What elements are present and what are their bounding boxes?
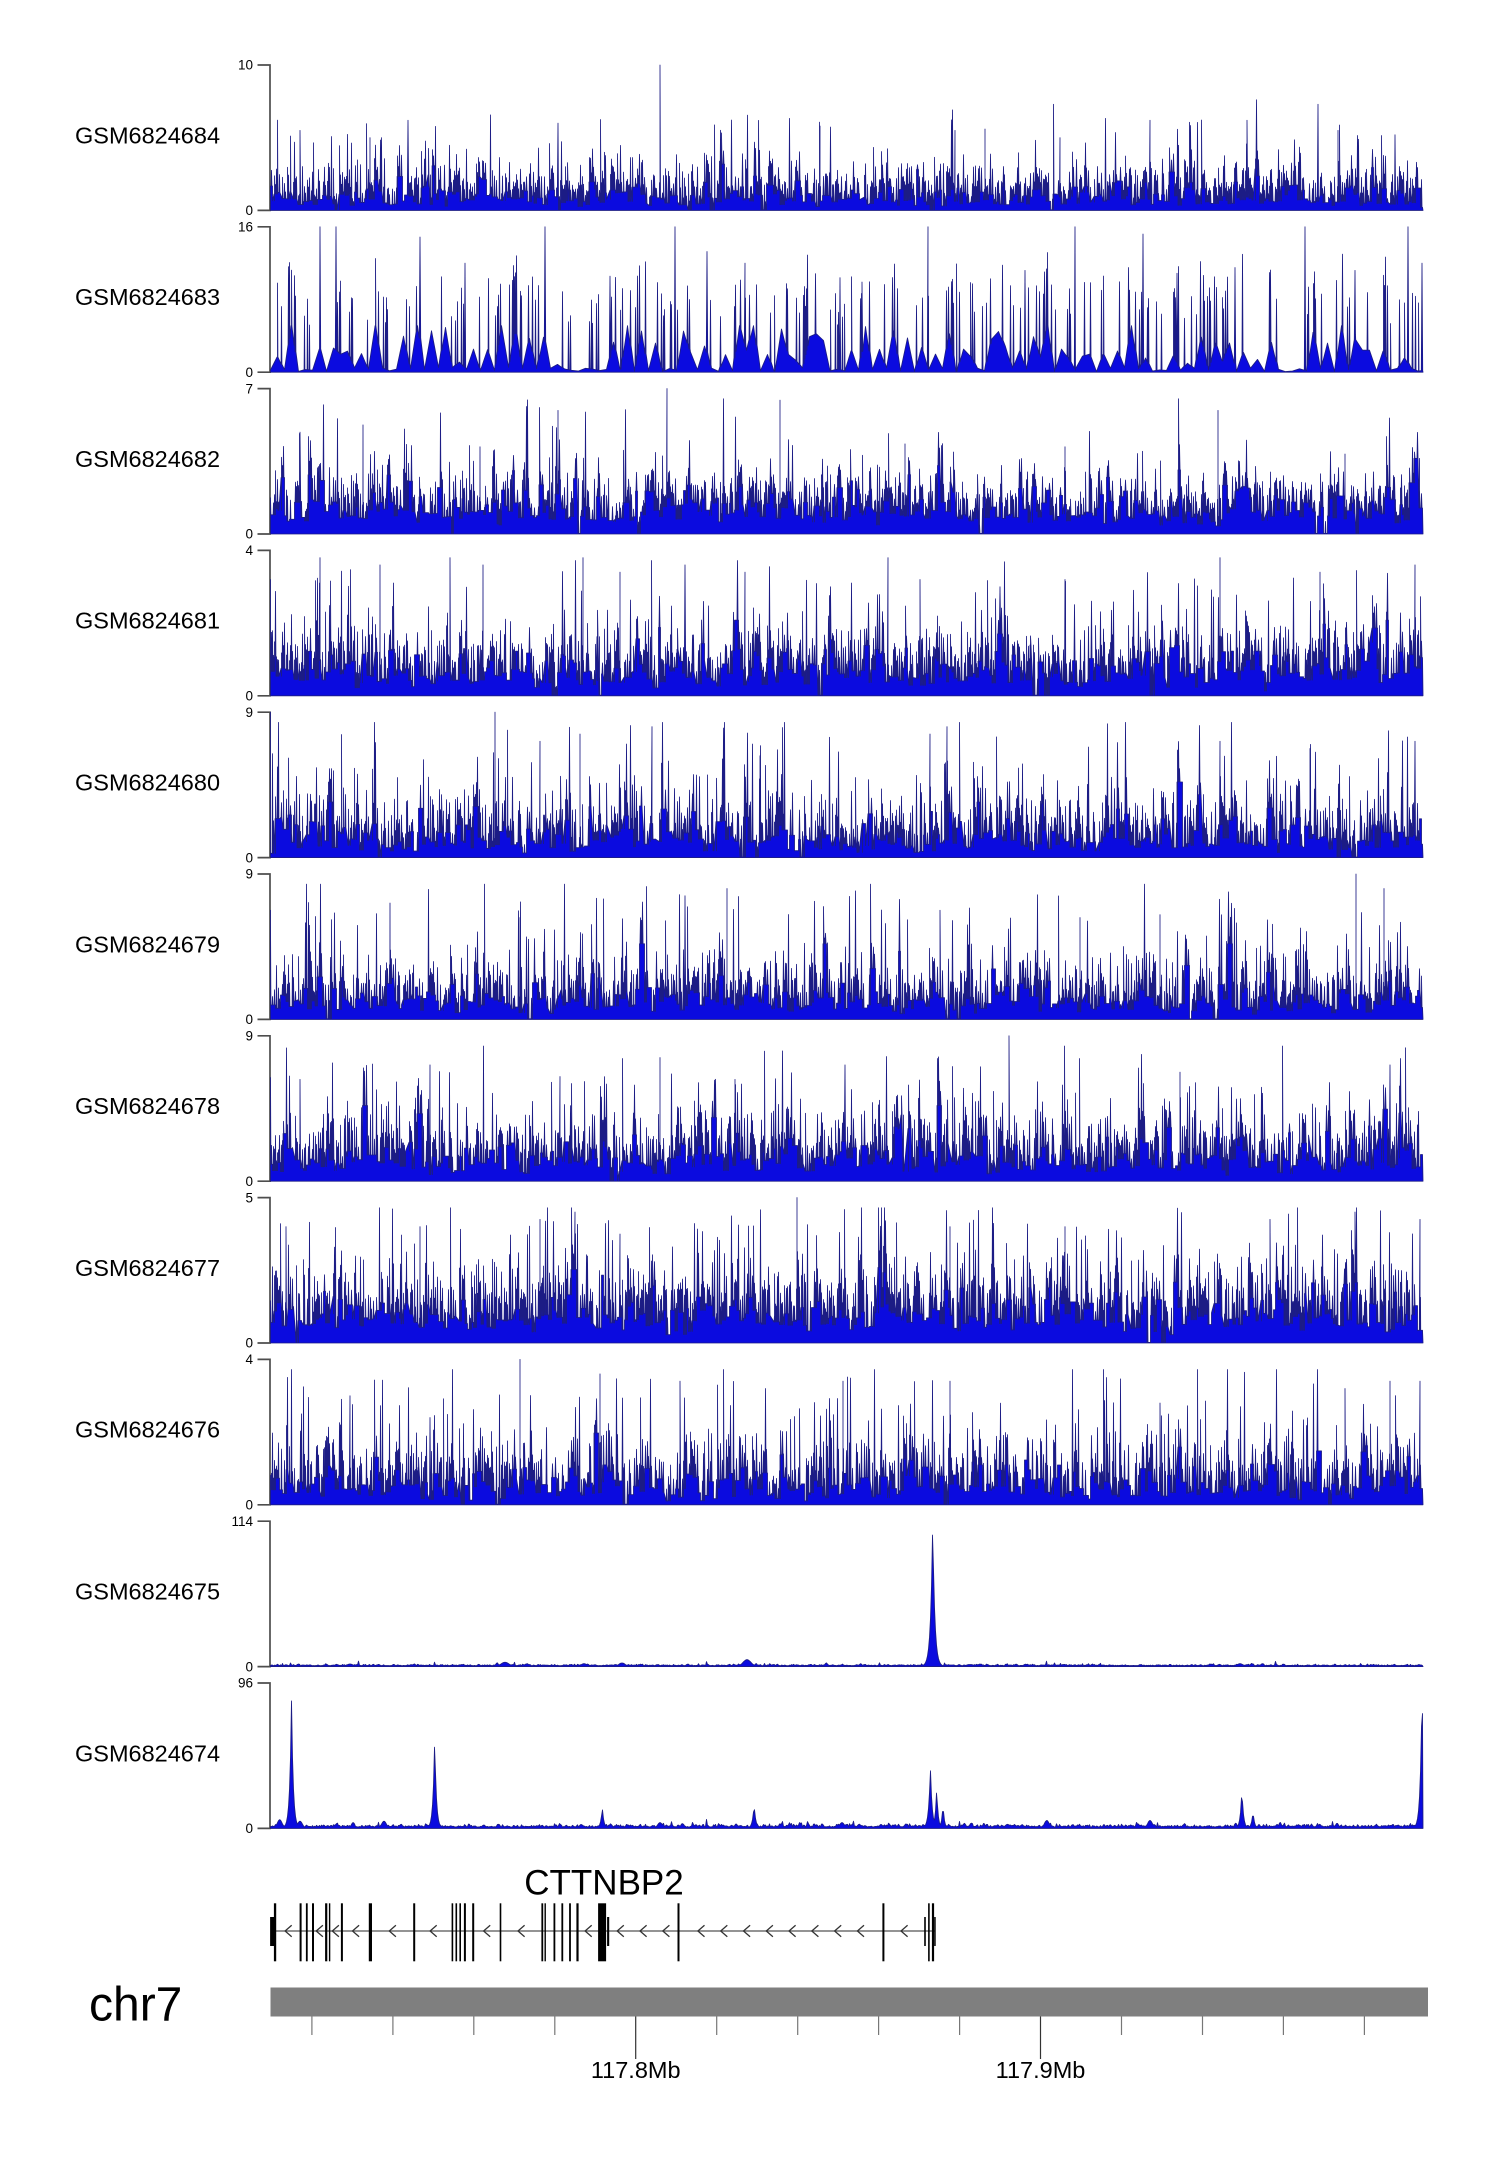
svg-text:0: 0 bbox=[245, 1821, 253, 1836]
svg-text:4: 4 bbox=[245, 543, 253, 558]
svg-text:0: 0 bbox=[245, 527, 253, 542]
svg-text:117.8Mb: 117.8Mb bbox=[591, 2057, 681, 2083]
svg-text:GSM6824682: GSM6824682 bbox=[75, 446, 220, 472]
svg-text:10: 10 bbox=[238, 58, 253, 73]
svg-text:0: 0 bbox=[245, 850, 253, 865]
svg-text:114: 114 bbox=[231, 1514, 253, 1529]
svg-text:0: 0 bbox=[245, 1659, 253, 1674]
svg-text:GSM6824683: GSM6824683 bbox=[75, 284, 220, 310]
svg-text:GSM6824677: GSM6824677 bbox=[75, 1255, 220, 1281]
svg-text:GSM6824681: GSM6824681 bbox=[75, 608, 220, 634]
svg-text:7: 7 bbox=[245, 381, 253, 396]
svg-text:chr7: chr7 bbox=[89, 1979, 182, 2032]
svg-text:0: 0 bbox=[245, 1336, 253, 1351]
svg-text:16: 16 bbox=[238, 220, 253, 235]
svg-text:0: 0 bbox=[245, 1174, 253, 1189]
svg-text:9: 9 bbox=[245, 867, 253, 882]
svg-text:0: 0 bbox=[245, 365, 253, 380]
svg-text:GSM6824675: GSM6824675 bbox=[75, 1579, 220, 1605]
svg-text:GSM6824679: GSM6824679 bbox=[75, 931, 220, 957]
svg-text:117.9Mb: 117.9Mb bbox=[996, 2057, 1086, 2083]
svg-text:9: 9 bbox=[245, 1029, 253, 1044]
svg-text:96: 96 bbox=[238, 1676, 253, 1691]
svg-text:0: 0 bbox=[245, 689, 253, 704]
svg-text:GSM6824680: GSM6824680 bbox=[75, 770, 220, 796]
svg-text:0: 0 bbox=[245, 1498, 253, 1513]
svg-text:0: 0 bbox=[245, 203, 253, 218]
svg-text:0: 0 bbox=[245, 1012, 253, 1027]
svg-text:GSM6824676: GSM6824676 bbox=[75, 1417, 220, 1443]
svg-text:GSM6824674: GSM6824674 bbox=[75, 1740, 220, 1766]
svg-text:5: 5 bbox=[245, 1190, 253, 1205]
svg-text:GSM6824678: GSM6824678 bbox=[75, 1093, 220, 1119]
svg-text:GSM6824684: GSM6824684 bbox=[75, 122, 220, 148]
svg-text:CTTNBP2: CTTNBP2 bbox=[524, 1864, 683, 1903]
svg-text:9: 9 bbox=[245, 705, 253, 720]
svg-text:4: 4 bbox=[245, 1352, 253, 1367]
